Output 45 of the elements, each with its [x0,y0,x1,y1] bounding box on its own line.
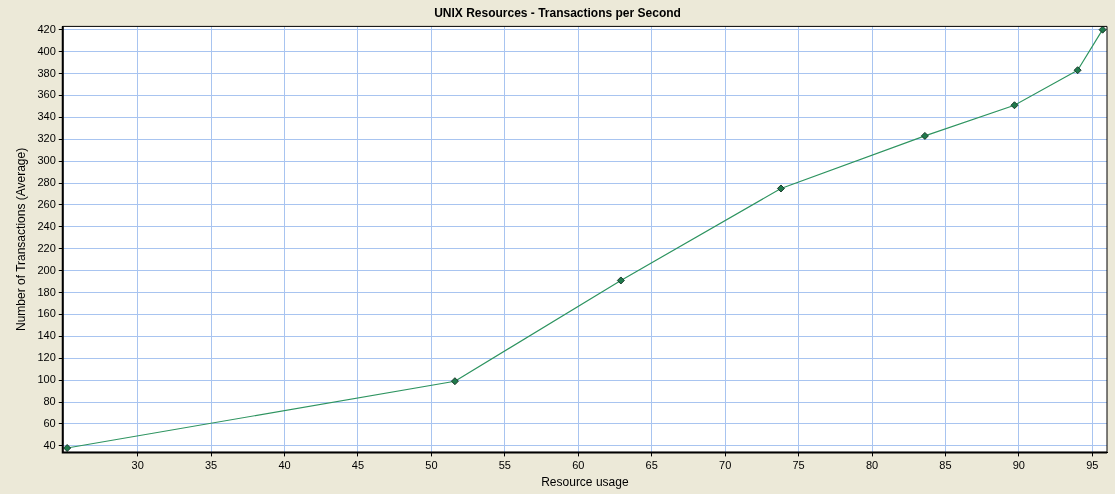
y-tick-label: 120 [37,351,56,364]
x-tick-label: 85 [939,459,952,472]
y-tick-label: 80 [43,395,56,408]
x-tick-label: 35 [204,459,218,472]
x-tick-label: 50 [425,459,438,472]
y-tick-label: 300 [37,154,56,167]
point [776,184,785,193]
y-tick-label: 320 [37,132,56,145]
chart-title: UNIX Resources - Transactions per Second [434,5,681,20]
x-tick-label: 80 [865,459,879,472]
x-tick-label: 60 [572,459,585,472]
y-tick-label: 280 [37,176,56,189]
y-tick-label: 220 [37,241,56,254]
y-axis-title: Number of Transactions (Average) [13,147,28,331]
y-tick-label: 160 [37,307,56,320]
point [63,444,72,453]
point [1098,26,1107,34]
point [1010,101,1019,110]
x-tick-label: 90 [1012,459,1025,472]
y-tick-label: 260 [37,197,56,210]
point [1073,66,1082,75]
y-tick-label: 360 [37,88,56,101]
x-tick-label: 70 [719,459,732,472]
point [616,276,625,285]
x-tick-label: 45 [351,459,365,472]
point [920,131,929,140]
y-tick-label: 60 [43,416,56,429]
x-tick-label: 75 [792,459,805,472]
x-axis-title: Resource usage [541,475,629,490]
y-tick-label: 380 [37,66,56,79]
x-tick-label: 40 [278,459,291,472]
y-tick-label: 40 [43,438,56,451]
y-tick-label: 420 [37,22,56,35]
point [450,377,459,386]
y-tick-label: 340 [37,110,56,123]
y-tick-label: 200 [37,263,56,276]
y-tick-label: 180 [37,285,56,298]
y-tick-label: 140 [37,329,56,342]
x-tick-label: 55 [498,459,511,472]
x-tick-label: 30 [131,459,144,472]
x-tick-label: 95 [1086,459,1099,472]
x-tick-label: 65 [645,459,658,472]
y-tick-label: 240 [37,219,56,232]
y-tick-label: 400 [37,44,56,57]
y-tick-label: 100 [37,373,56,386]
